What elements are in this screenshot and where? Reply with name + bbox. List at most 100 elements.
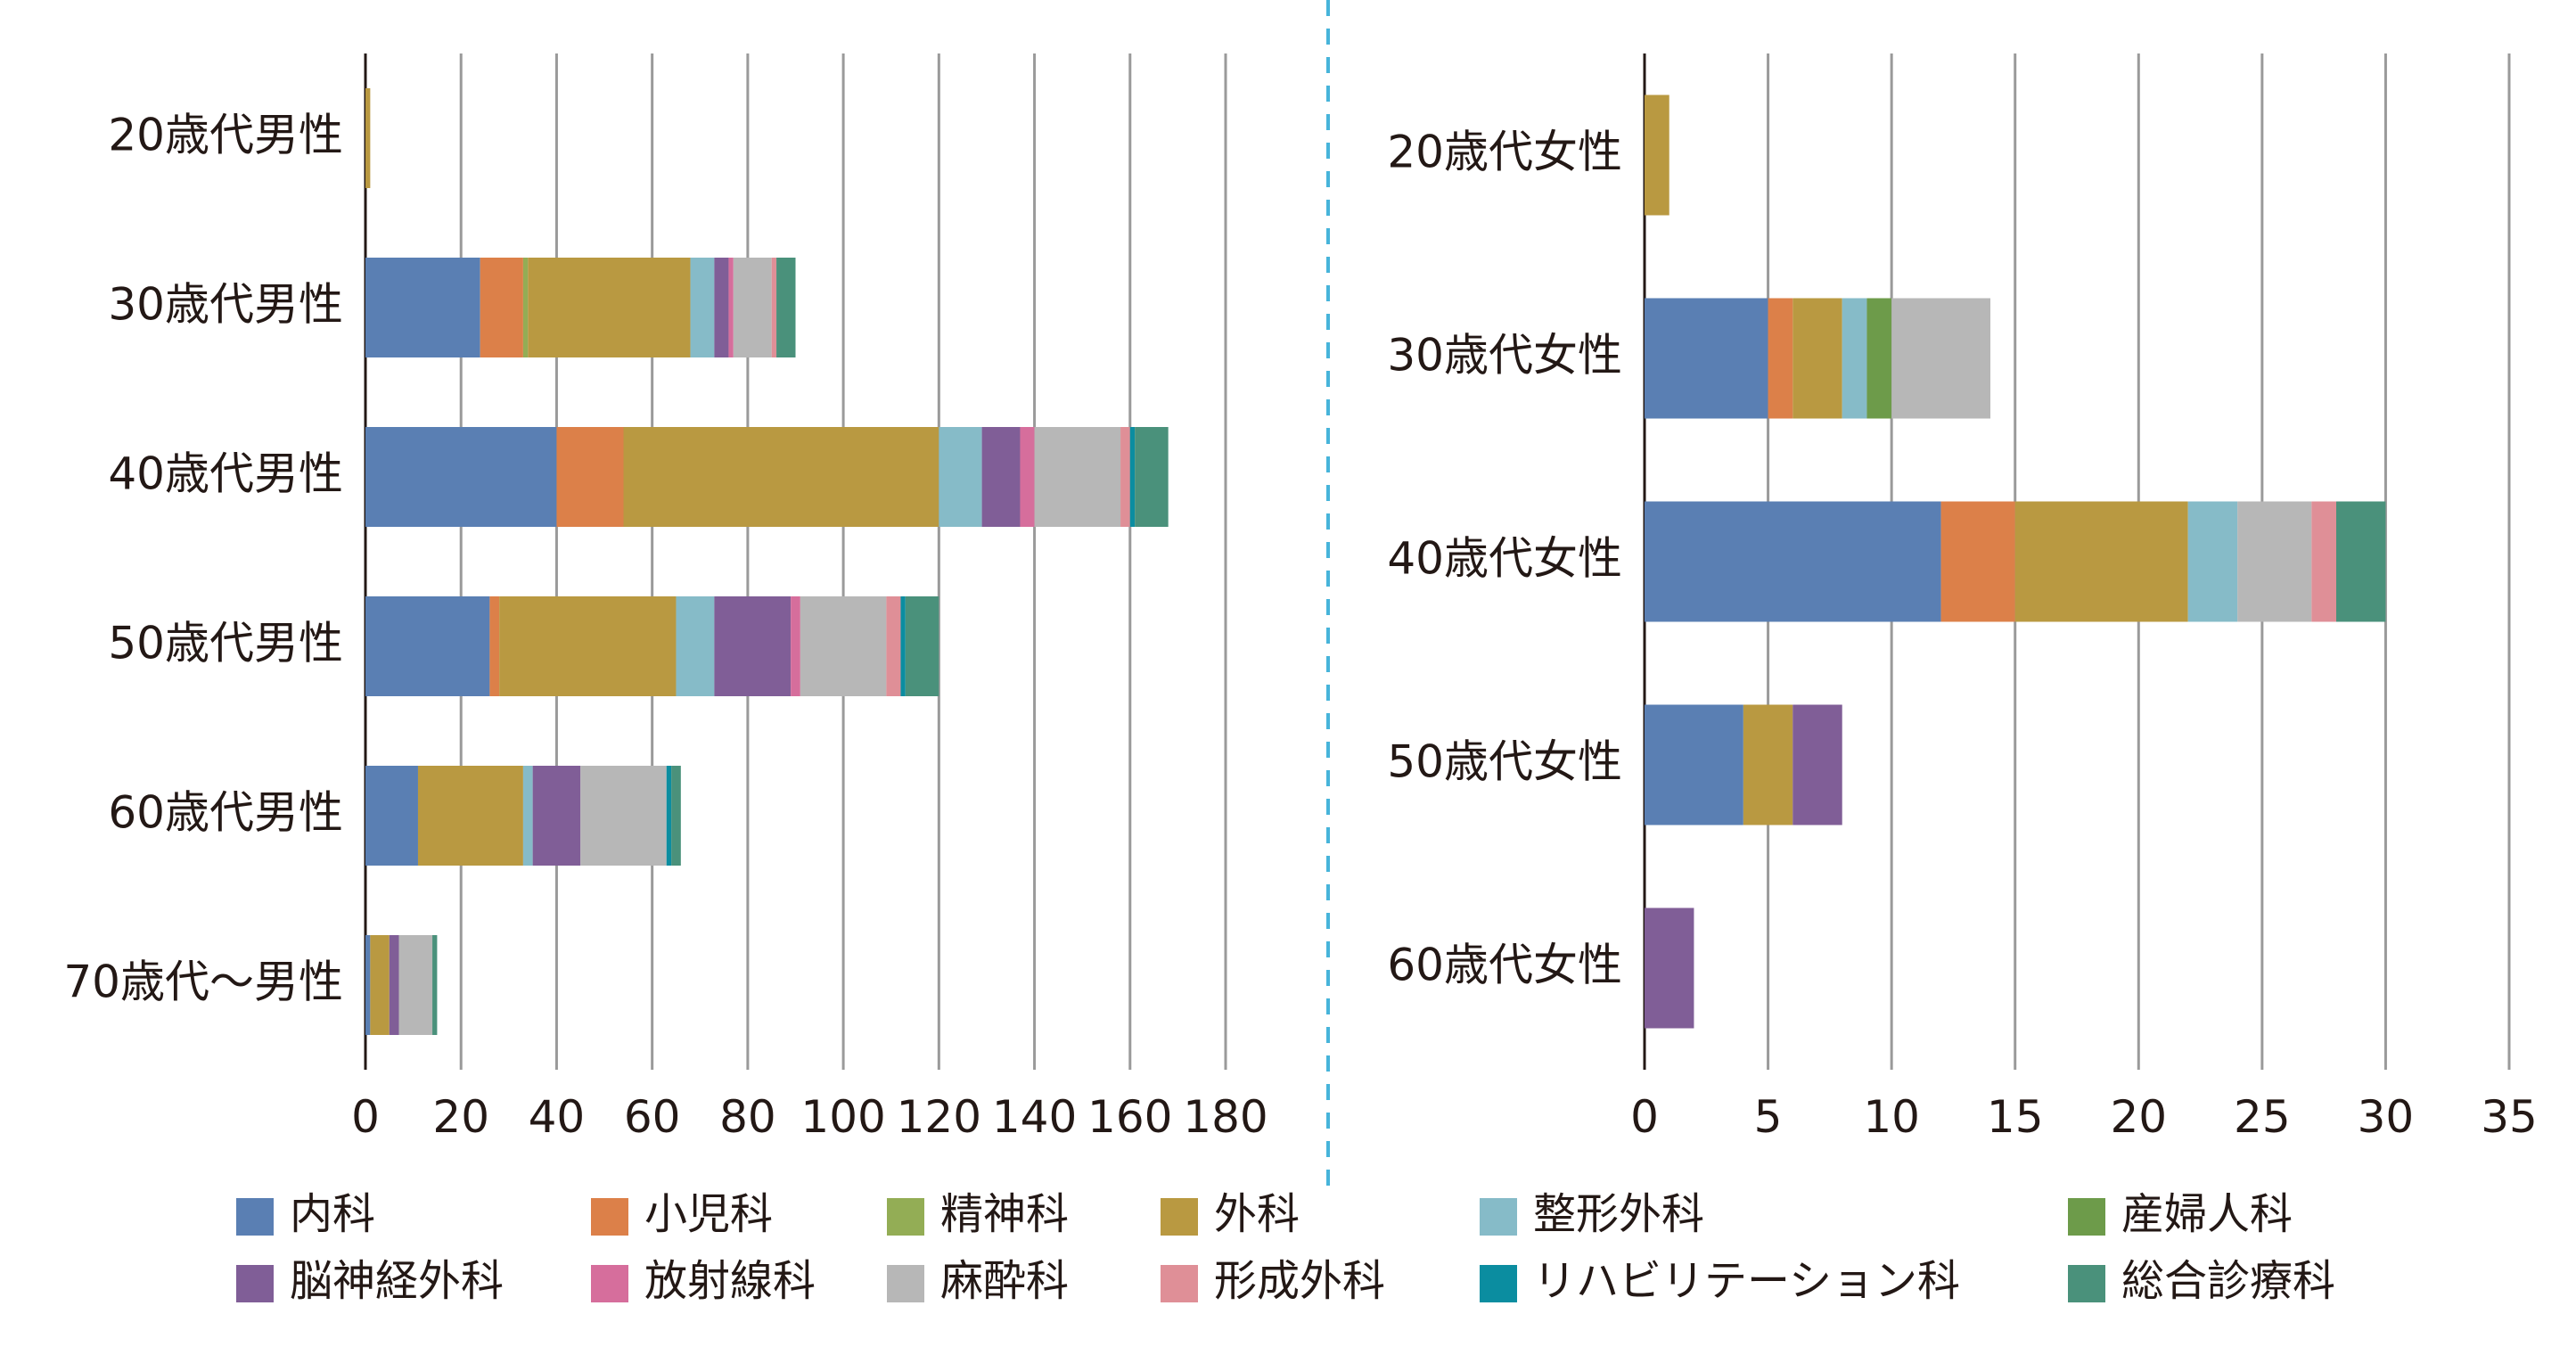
bar-segment-male-5-11: [666, 766, 672, 866]
bar-segment-female-1-4: [1645, 94, 1669, 216]
category-label: 60歳代女性: [1387, 940, 1622, 991]
bar-segment-female-4-4: [1743, 704, 1793, 825]
bar-segment-male-4-5: [676, 596, 715, 696]
x-tick-label: 140: [992, 1091, 1077, 1143]
bar-segment-male-2-3: [522, 258, 529, 357]
legend-label: 麻酔科: [940, 1256, 1069, 1306]
bar-segment-male-3-2: [556, 427, 624, 527]
bar-segment-male-4-9: [800, 596, 887, 696]
bar-segment-male-5-12: [671, 766, 681, 866]
legend-swatch: [887, 1198, 924, 1236]
legend-swatch: [887, 1265, 924, 1302]
female-stacked-bar-chart: 0 5 10 15 20 25 30 35 20歳代女性 30歳代女性 40歳代女性 50歳代女性 60…: [1387, 53, 2538, 1143]
legend-label: 小児科: [644, 1189, 773, 1239]
category-label: 20歳代女性: [1387, 127, 1622, 178]
category-label: 30歳代男性: [108, 279, 343, 331]
category-label: 20歳代男性: [108, 110, 343, 161]
legend-swatch: [1480, 1265, 1517, 1302]
legend-swatch: [1161, 1198, 1198, 1236]
bar-segment-male-3-9: [1034, 427, 1121, 527]
legend-swatch: [2068, 1198, 2105, 1236]
bar-segment-male-3-10: [1120, 427, 1130, 527]
bar-segment-male-3-12: [1135, 427, 1169, 527]
bar-segment-male-5-4: [417, 766, 523, 866]
x-tick-label: 160: [1087, 1091, 1172, 1143]
x-tick-label: 30: [2358, 1091, 2415, 1143]
bar-segment-male-2-9: [733, 258, 772, 357]
legend-label: 形成外科: [1214, 1256, 1385, 1306]
x-tick-label: 120: [897, 1091, 981, 1143]
bar-segment-male-6-7: [389, 935, 399, 1035]
legend-label: 外科: [1214, 1189, 1300, 1239]
category-label: 40歳代女性: [1387, 533, 1622, 585]
legend-label: リハビリテーション科: [1533, 1256, 1960, 1306]
bar-segment-male-3-5: [939, 427, 982, 527]
bar-segment-female-2-1: [1645, 298, 1768, 419]
x-tick-label: 25: [2234, 1091, 2291, 1143]
x-tick-label: 10: [1863, 1091, 1920, 1143]
legend-swatch: [591, 1198, 628, 1236]
bar-segment-male-2-4: [528, 258, 691, 357]
bar-segment-male-4-8: [791, 596, 800, 696]
x-tick-label: 60: [624, 1091, 681, 1143]
x-tick-label: 0: [351, 1091, 380, 1143]
bar-segment-male-3-1: [365, 427, 557, 527]
bar-segment-male-2-10: [771, 258, 777, 357]
male-stacked-bar-chart: 0 20 40 60 80 100 120 140 160 180 20歳代男性 30歳代男性 40歳代…: [63, 53, 1268, 1143]
category-label: 50歳代女性: [1387, 736, 1622, 788]
bar-segment-male-2-8: [728, 258, 734, 357]
bar-segment-male-3-11: [1129, 427, 1136, 527]
bar-segment-female-2-9: [1891, 298, 1990, 419]
bar-segment-male-4-1: [365, 596, 490, 696]
bar-segment-male-4-11: [900, 596, 906, 696]
legend-label: 脳神経外科: [290, 1256, 504, 1306]
bar-segment-female-3-2: [1940, 501, 2015, 622]
bar-segment-female-3-9: [2237, 501, 2312, 622]
bar-segment-female-2-6: [1866, 298, 1892, 419]
legend-label: 産婦人科: [2121, 1189, 2293, 1239]
bar-segment-male-3-4: [623, 427, 939, 527]
legend-label: 放射線科: [644, 1256, 816, 1306]
bar-segment-male-2-7: [714, 258, 729, 357]
bar-segment-male-2-12: [776, 258, 796, 357]
category-label: 70歳代～男性: [63, 957, 343, 1008]
category-label: 30歳代女性: [1387, 330, 1622, 382]
bar-segment-male-6-4: [370, 935, 390, 1035]
legend-swatch: [236, 1198, 274, 1236]
x-tick-label: 180: [1183, 1091, 1267, 1143]
bar-segment-male-6-9: [398, 935, 433, 1035]
bar-segment-female-2-5: [1842, 298, 1867, 419]
bar-segment-female-3-12: [2336, 501, 2386, 622]
legend-label: 整形外科: [1533, 1189, 1704, 1239]
bar-segment-male-4-7: [714, 596, 792, 696]
x-tick-label: 35: [2481, 1091, 2538, 1143]
legend-swatch: [2068, 1265, 2105, 1302]
legend-label: 内科: [290, 1189, 375, 1239]
legend-swatch: [236, 1265, 274, 1302]
x-tick-label: 80: [719, 1091, 776, 1143]
bar-segment-male-3-7: [981, 427, 1021, 527]
bar-segment-female-4-1: [1645, 704, 1743, 825]
bar-segment-male-3-8: [1020, 427, 1035, 527]
x-tick-label: 15: [1987, 1091, 2044, 1143]
x-tick-label: 5: [1754, 1091, 1783, 1143]
x-tick-label: 40: [529, 1091, 586, 1143]
legend-swatch: [1161, 1265, 1198, 1302]
bar-segment-male-2-1: [365, 258, 480, 357]
bar-segment-male-2-2: [480, 258, 523, 357]
bar-segment-male-5-1: [365, 766, 418, 866]
x-tick-label: 20: [432, 1091, 489, 1143]
bar-segment-male-6-1: [365, 935, 371, 1035]
bar-segment-male-4-12: [905, 596, 939, 696]
bar-segment-female-2-2: [1768, 298, 1793, 419]
bar-segment-female-2-4: [1793, 298, 1842, 419]
bar-segment-female-3-10: [2311, 501, 2336, 622]
bar-segment-male-4-4: [499, 596, 677, 696]
bar-segment-male-5-9: [580, 766, 667, 866]
bar-segment-male-5-5: [522, 766, 533, 866]
bar-segment-female-3-4: [2014, 501, 2188, 622]
legend-label: 総合診療科: [2121, 1256, 2335, 1306]
x-tick-label: 0: [1630, 1091, 1659, 1143]
bar-segment-male-6-12: [432, 935, 438, 1035]
